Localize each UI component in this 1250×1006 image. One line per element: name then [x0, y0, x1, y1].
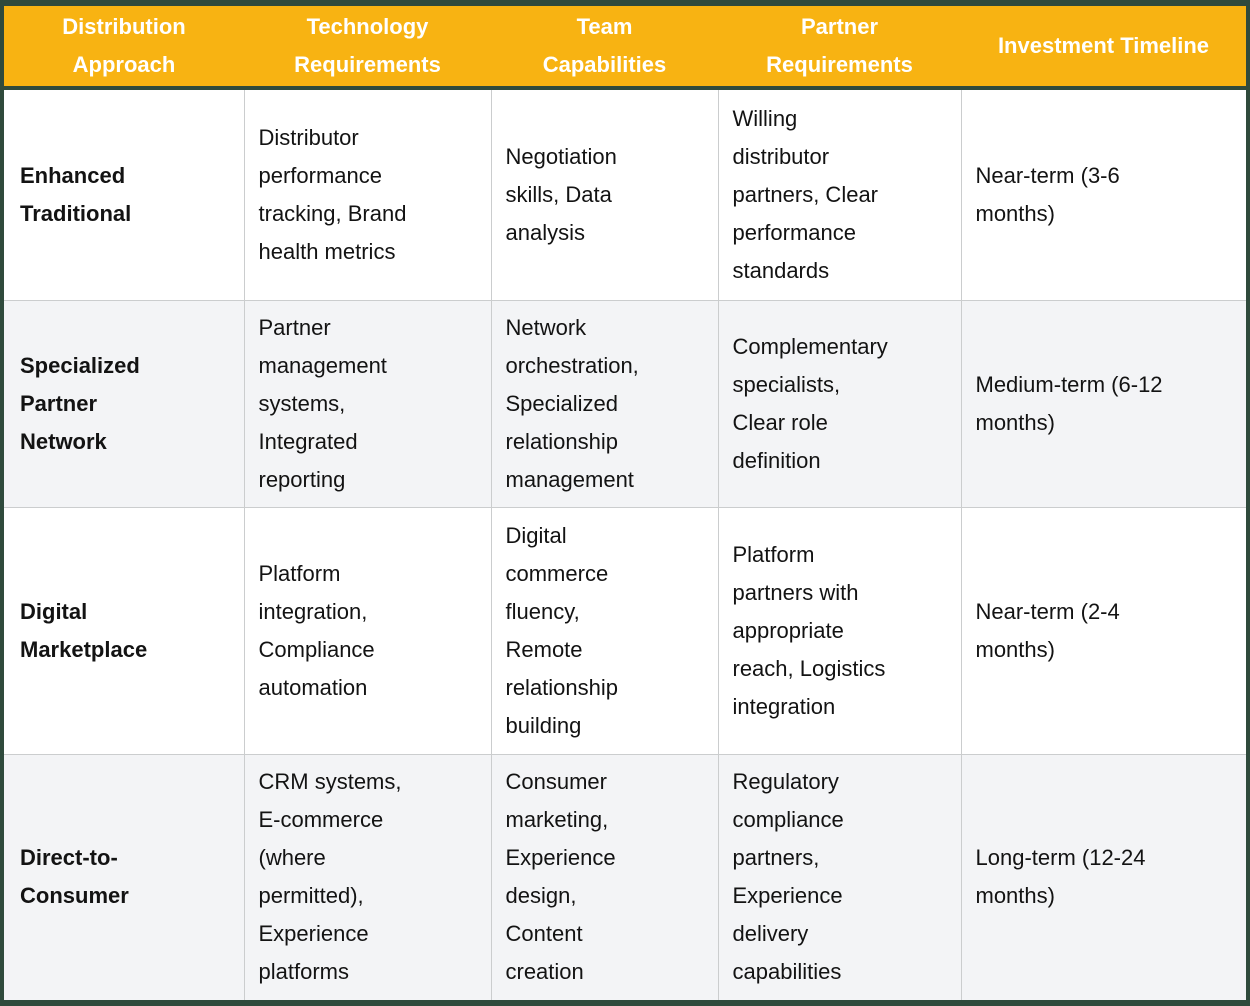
cell-row4-partner: Regulatory compliance partners, Experien…: [717, 753, 962, 1000]
header-row: Distribution Approach Technology Require…: [4, 6, 1246, 90]
cell-text: Digital Marketplace: [20, 599, 148, 663]
header-label: Distribution Approach: [62, 14, 186, 77]
cell-text: Medium-term (6-12 months): [975, 372, 1163, 436]
cell-row1-approach: Enhanced Traditional: [4, 88, 245, 301]
table-row-enhanced-traditional: Enhanced Traditional Distributor perform…: [4, 88, 1246, 301]
cell-row3-timeline: Near-term (2-4 months): [960, 507, 1246, 755]
header-cell-investment-timeline: Investment Timeline: [961, 6, 1246, 90]
cell-text: Near-term (3-6 months): [975, 162, 1120, 226]
cell-row4-timeline: Long-term (12-24 months): [960, 753, 1246, 1000]
cell-row3-approach: Digital Marketplace: [4, 507, 245, 755]
cell-row3-partner: Platform partners with appropriate reach…: [717, 507, 962, 755]
cell-text: Specialized Partner Network: [20, 353, 140, 455]
cell-row2-technology: Partner management systems, Integrated r…: [243, 299, 492, 509]
header-label: Investment Timeline: [997, 33, 1210, 58]
header-label: Partner Requirements: [766, 14, 913, 77]
header-label: Technology Requirements: [294, 14, 441, 77]
header-label: Team Capabilities: [542, 14, 667, 77]
cell-row2-approach: Specialized Partner Network: [4, 299, 245, 509]
table-row-direct-to-consumer: Direct-to-Consumer CRM systems, E-commer…: [4, 753, 1246, 1000]
cell-text: Direct-to-Consumer: [20, 845, 129, 909]
cell-row4-approach: Direct-to-Consumer: [4, 753, 245, 1000]
cell-text: Near-term (2-4 months): [975, 599, 1120, 663]
cell-row1-timeline: Near-term (3-6 months): [960, 88, 1246, 301]
cell-row2-team: Network orchestration, Specialized relat…: [490, 299, 719, 509]
cell-text: Digital commerce fluency, Remote relatio…: [505, 523, 619, 739]
table-body: Enhanced Traditional Distributor perform…: [4, 88, 1246, 1000]
table-row-digital-marketplace: Digital Marketplace Platform integration…: [4, 507, 1246, 755]
header-cell-technology-requirements: Technology Requirements: [244, 6, 491, 90]
header-cell-team-capabilities: Team Capabilities: [491, 6, 718, 90]
cell-row1-partner: Willing distributor partners, Clear perf…: [717, 88, 962, 301]
cell-text: Enhanced Traditional: [20, 162, 132, 226]
header-cell-distribution-approach: Distribution Approach: [4, 6, 244, 90]
cell-row2-timeline: Medium-term (6-12 months): [960, 299, 1246, 509]
cell-text: Distributor performance tracking, Brand …: [258, 124, 407, 264]
cell-row3-team: Digital commerce fluency, Remote relatio…: [490, 507, 719, 755]
table-header: Distribution Approach Technology Require…: [4, 6, 1246, 90]
cell-text: Negotiation skills, Data analysis: [505, 143, 617, 245]
cell-row1-technology: Distributor performance tracking, Brand …: [243, 88, 492, 301]
cell-row1-team: Negotiation skills, Data analysis: [490, 88, 719, 301]
cell-text: Partner management systems, Integrated r…: [258, 315, 387, 493]
table-row-specialized-partner-network: Specialized Partner Network Partner mana…: [4, 299, 1246, 509]
cell-text: Willing distributor partners, Clear perf…: [732, 105, 879, 283]
cell-row4-team: Consumer marketing, Experience design, C…: [490, 753, 719, 1000]
cell-row3-technology: Platform integration, Compliance automat…: [243, 507, 492, 755]
cell-text: Complementary specialists, Clear role de…: [732, 334, 888, 474]
header-cell-partner-requirements: Partner Requirements: [718, 6, 961, 90]
cell-text: Regulatory compliance partners, Experien…: [732, 769, 844, 985]
cell-row2-partner: Complementary specialists, Clear role de…: [717, 299, 962, 509]
cell-text: Platform partners with appropriate reach…: [732, 542, 886, 720]
cell-text: CRM systems, E-commerce (where permitted…: [258, 769, 402, 985]
cell-text: Network orchestration, Specialized relat…: [505, 315, 639, 493]
distribution-comparison-table: Distribution Approach Technology Require…: [4, 6, 1246, 1000]
cell-text: Consumer marketing, Experience design, C…: [505, 769, 616, 985]
cell-text: Long-term (12-24 months): [975, 845, 1146, 909]
cell-text: Platform integration, Compliance automat…: [258, 561, 375, 701]
cell-row4-technology: CRM systems, E-commerce (where permitted…: [243, 753, 492, 1000]
